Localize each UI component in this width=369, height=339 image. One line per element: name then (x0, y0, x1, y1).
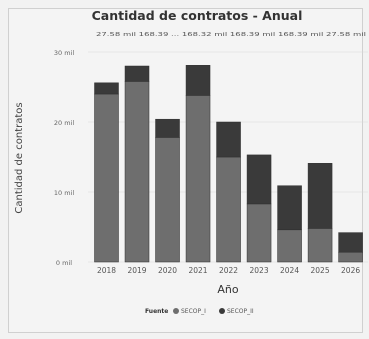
bar-segment-secop-i (246, 203, 272, 263)
y-tick-label: 10 mil (54, 189, 74, 197)
bar-segment-secop-i (216, 156, 241, 263)
bar-segment-secop-i (124, 81, 150, 263)
bar-segment-secop-ii (307, 163, 333, 229)
legend-marker (219, 308, 225, 314)
bar-segment-secop-i (185, 95, 211, 263)
x-axis-ticks: 2018 2019 2020 2021 2022 2023 2024 2025 2026 (97, 266, 360, 275)
y-tick-label: 30 mil (54, 49, 74, 57)
x-tick-label: 2023 (250, 266, 269, 275)
x-axis-label: Año (217, 283, 238, 296)
bars (94, 65, 363, 263)
y-axis-ticks: 0 mil 10 mil 20 mil 30 mil (54, 49, 74, 267)
y-tick-label: 0 mil (56, 259, 72, 267)
x-tick-label: 2018 (97, 266, 116, 275)
x-tick-label: 2021 (188, 266, 207, 275)
chart-frame (8, 8, 363, 333)
x-tick-label: 2020 (158, 266, 177, 275)
x-tick-label: 2022 (219, 266, 238, 275)
bar-segment-secop-i (307, 228, 333, 263)
bar-segment-secop-i (94, 93, 119, 263)
bar-segment-secop-ii (216, 121, 241, 158)
bar-segment-secop-ii (94, 82, 119, 95)
bar-segment-secop-ii (338, 232, 363, 253)
x-tick-label: 2024 (280, 266, 299, 275)
y-tick-label: 20 mil (54, 119, 74, 127)
bar-segment-secop-ii (124, 65, 150, 82)
chart-title: Cantidad de contratos - Anual (92, 8, 303, 23)
legend-item-label: SECOP_I (181, 308, 206, 315)
x-tick-label: 2025 (311, 266, 330, 275)
data-labels-row: 27.58 mil 168.39 ... 168.32 mil 168.39 m… (96, 32, 367, 38)
bar-segment-secop-ii (277, 185, 302, 231)
bar-segment-secop-ii (185, 65, 211, 96)
bar-segment-secop-ii (246, 154, 272, 205)
bar-segment-secop-ii (155, 118, 180, 138)
legend-marker (173, 308, 179, 314)
legend: Fuente SECOP_I SECOP_II (145, 308, 254, 315)
bar-segment-secop-i (277, 229, 302, 263)
legend-item-label: SECOP_II (227, 308, 254, 315)
y-axis-label: Cantidad de contratos (14, 102, 25, 213)
x-tick-label: 2019 (127, 266, 146, 275)
bar-segment-secop-i (155, 137, 180, 263)
bar-segment-secop-i (338, 251, 363, 263)
legend-title: Fuente (145, 308, 168, 315)
x-tick-label: 2026 (341, 266, 360, 275)
